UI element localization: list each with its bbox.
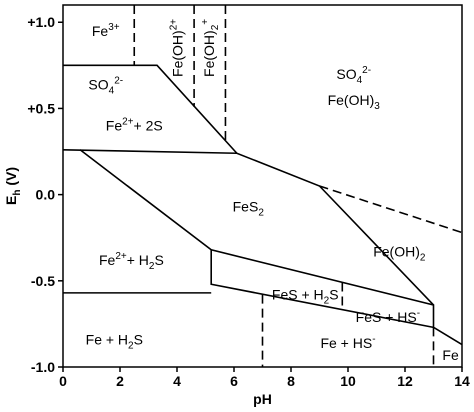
region-label: Fe(OH)3	[328, 92, 381, 112]
label-sup: 2+	[169, 19, 180, 31]
label-text: Fe(OH)	[373, 244, 420, 260]
x-tick-label: 0	[59, 373, 67, 389]
y-tick-label: -1.0	[31, 359, 55, 375]
region-label: Fe + HS-	[320, 334, 375, 351]
label-text: S	[134, 331, 143, 347]
x-tick-label: 6	[230, 373, 238, 389]
label-text: SO	[88, 76, 108, 92]
label-text: Fe(OH)	[170, 30, 186, 77]
label-sup: 2+	[122, 117, 134, 128]
x-tick-label: 8	[287, 373, 295, 389]
label-sup: 2-	[114, 75, 123, 86]
label-text: Fe	[92, 23, 109, 39]
label-text: Fe(OH)	[328, 92, 375, 108]
label-text: Fe + HS	[320, 335, 372, 351]
boundary-line	[63, 64, 238, 154]
region-label: Fe(OH)2+	[169, 19, 186, 77]
label-text: S	[154, 252, 163, 268]
region-label: Fe3+	[92, 22, 120, 39]
label-text: FeS	[233, 199, 259, 215]
boundary-line	[319, 185, 463, 234]
label-text: Fe + H	[86, 331, 128, 347]
label-sup: -	[417, 308, 420, 319]
label-text: E	[3, 196, 19, 205]
label-text: Fe	[99, 252, 116, 268]
x-tick-label: 2	[116, 373, 124, 389]
label-sup: 2+	[115, 251, 127, 262]
label-text: + 2S	[134, 118, 163, 134]
label-text: S	[329, 287, 338, 303]
region-label: Fe(OH)2	[373, 244, 426, 264]
region-label: Fe	[442, 347, 459, 363]
boundary-line	[79, 149, 463, 346]
label-text: FeS + HS	[356, 309, 417, 325]
x-tick-label: 12	[397, 373, 413, 389]
label-sup: +	[200, 19, 211, 25]
boundary-line	[210, 249, 434, 329]
x-tick-label: 14	[454, 373, 470, 389]
y-tick-label: -0.5	[31, 273, 55, 289]
region-label: SO42-	[88, 75, 123, 96]
region-label: Fe(OH)2+	[200, 19, 221, 77]
x-axis-label: pH	[253, 391, 272, 407]
region-label: Fe + H2S	[86, 331, 143, 351]
region-label: SO42-	[336, 65, 371, 86]
label-sup: 2-	[362, 65, 371, 76]
label-sub: h	[12, 190, 23, 196]
label-sub: 2	[210, 24, 221, 30]
y-axis-label: Eh (V)	[3, 167, 23, 205]
label-text: FeS + H	[272, 287, 324, 303]
region-label: FeS + HS-	[356, 308, 420, 325]
x-tick-label: 10	[340, 373, 356, 389]
label-sup: -	[372, 334, 375, 345]
label-sub: 2	[128, 340, 134, 351]
label-text: SO	[336, 66, 356, 82]
label-sub: 4	[109, 85, 115, 96]
label-sub: 2	[149, 261, 155, 272]
label-text: pH	[253, 391, 272, 407]
y-tick-label: +0.5	[27, 100, 55, 116]
label-sub: 2	[258, 208, 264, 219]
label-text: + H	[127, 252, 149, 268]
label-text: Fe	[106, 118, 123, 134]
label-text: (V)	[3, 167, 19, 190]
y-tick-label: 0.0	[36, 187, 56, 203]
label-text: Fe(OH)	[201, 30, 217, 77]
label-text: Fe	[442, 347, 459, 363]
label-sub: 2	[420, 253, 426, 264]
region-label: Fe2++ H2S	[99, 251, 164, 272]
y-tick-label: +1.0	[27, 14, 55, 30]
label-sup: 3+	[108, 22, 120, 33]
region-label: FeS + H2S	[272, 287, 339, 307]
label-sub: 3	[374, 101, 380, 112]
boundary-line	[62, 149, 435, 306]
region-label: FeS2	[233, 199, 265, 219]
region-label: Fe2++ 2S	[106, 117, 163, 134]
label-sub: 2	[324, 296, 330, 307]
x-tick-label: 4	[173, 373, 181, 389]
label-sub: 4	[357, 75, 363, 86]
